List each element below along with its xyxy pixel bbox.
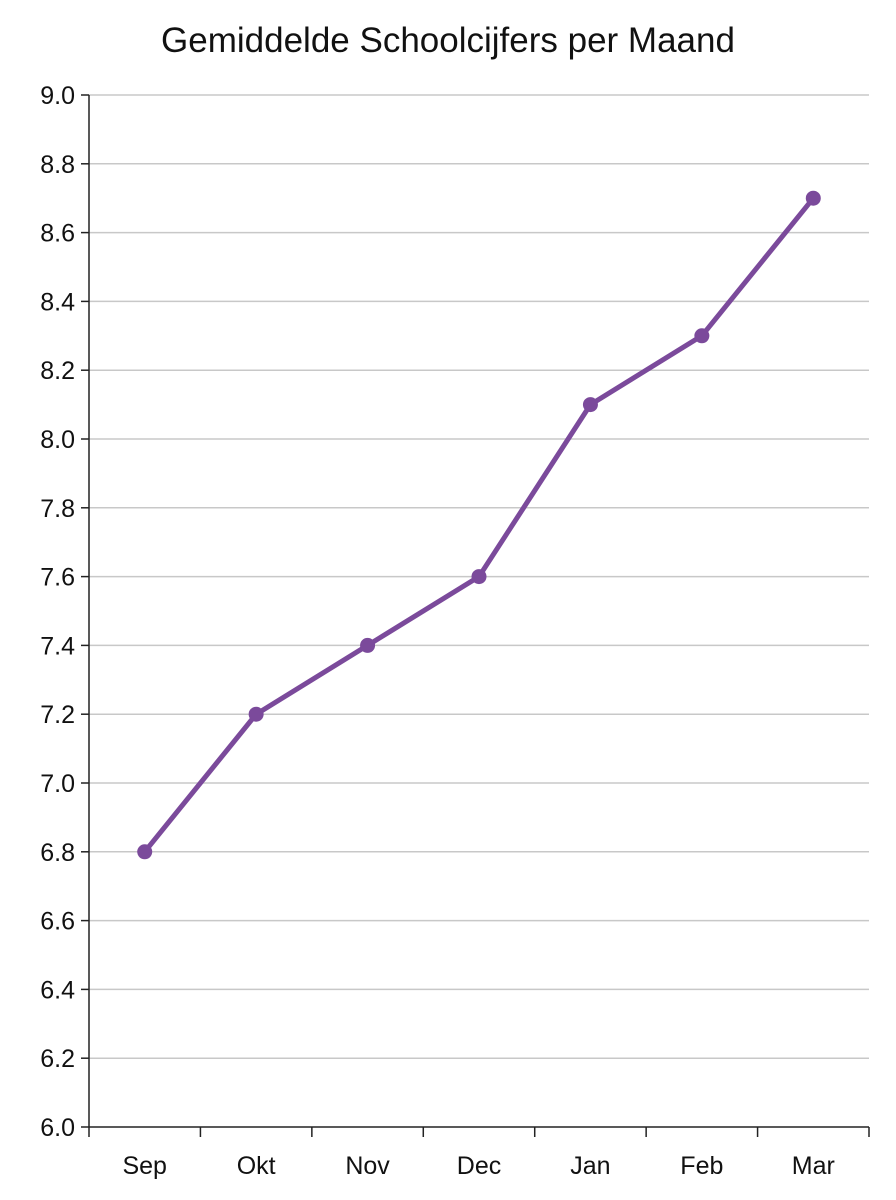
y-tick-label: 7.0 — [40, 770, 75, 798]
x-tick-label: Feb — [680, 1152, 723, 1180]
y-tick-label: 8.6 — [40, 220, 75, 248]
data-point — [694, 328, 710, 344]
y-tick-label: 7.8 — [40, 495, 75, 523]
y-tick-label: 6.0 — [40, 1114, 75, 1142]
x-tick-label: Nov — [345, 1152, 390, 1180]
y-tick-label: 9.0 — [40, 82, 75, 110]
y-tick-label: 8.2 — [40, 357, 75, 385]
y-tick-label: 6.2 — [40, 1045, 75, 1073]
data-line — [142, 196, 816, 854]
data-point — [137, 844, 153, 860]
y-tick-label: 8.0 — [40, 426, 75, 454]
y-axis: 6.0 6.2 6.4 6.6 6.8 7.0 7.2 7.4 7.6 7.8 8.0 8.2 8.4 8… — [40, 82, 90, 1142]
x-tick-label: Sep — [122, 1152, 166, 1180]
y-tick-label: 8.8 — [40, 151, 75, 179]
y-tick-label: 7.2 — [40, 701, 75, 729]
y-tick-label: 7.4 — [40, 632, 75, 660]
y-tick-label: 6.6 — [40, 908, 75, 936]
x-tick-label: Mar — [792, 1152, 835, 1180]
gridlines — [89, 94, 869, 1059]
data-point — [248, 706, 264, 722]
x-axis: Sep Okt Nov Dec Jan Feb Mar — [88, 1126, 870, 1180]
data-point — [582, 397, 598, 413]
chart-title: Gemiddelde Schoolcijfers per Maand — [161, 21, 735, 60]
x-tick-label: Jan — [570, 1152, 610, 1180]
y-tick-label: 6.4 — [40, 976, 75, 1004]
y-tick-label: 8.4 — [40, 288, 75, 316]
y-tick-label: 6.8 — [40, 839, 75, 867]
data-point — [471, 569, 487, 585]
x-tick-label: Dec — [457, 1152, 501, 1180]
series-line — [137, 190, 821, 860]
x-tick-label: Okt — [237, 1152, 276, 1180]
data-point — [360, 637, 376, 653]
y-tick-label: 7.6 — [40, 564, 75, 592]
data-point — [805, 190, 821, 206]
